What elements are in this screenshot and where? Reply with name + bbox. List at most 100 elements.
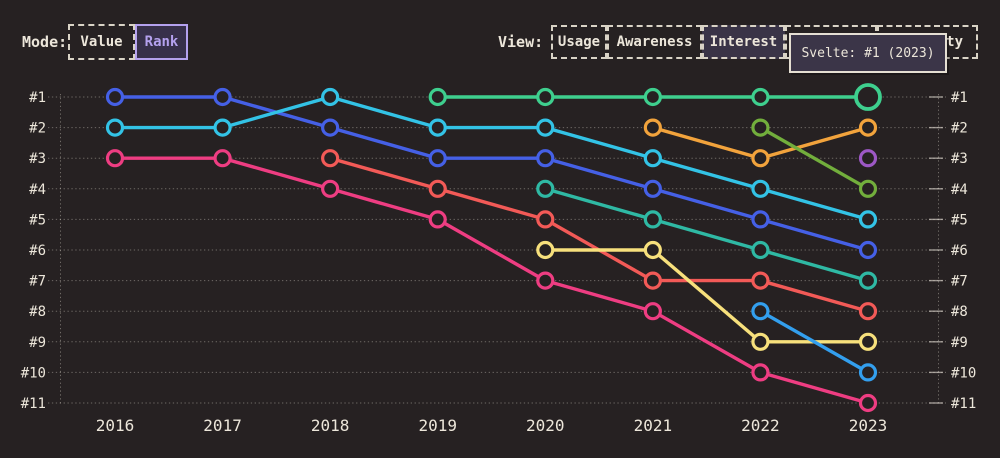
- rank-label-right-#10: #10: [951, 365, 976, 381]
- series-line-blue-series[interactable]: [113, 95, 870, 252]
- rank-label-right-#4: #4: [951, 182, 968, 198]
- grid: #1 #1 #2 #2 #3 #3 #4 #4 #5 #5 #6 #6 #7 #7 #8 #8 #9 #9 #10 #…: [21, 90, 977, 435]
- series-line-teal-series[interactable]: [543, 187, 870, 283]
- data-point-yellow-series-2020[interactable]: [536, 240, 555, 260]
- data-point-magenta-series-2022[interactable]: [751, 363, 770, 382]
- view-button-awareness[interactable]: Awareness: [607, 25, 702, 59]
- data-point-magenta-series-2020[interactable]: [536, 271, 555, 290]
- rank-label-right-#9: #9: [951, 335, 968, 351]
- view-button-interest[interactable]: Interest: [702, 25, 785, 59]
- mode-button-value[interactable]: Value: [68, 24, 135, 60]
- data-point-Svelte-2020[interactable]: [536, 87, 555, 107]
- data-point-orange-series-2023[interactable]: [858, 118, 878, 137]
- rank-label-left-#1: #1: [29, 90, 46, 106]
- rank-label-right-#6: #6: [951, 243, 968, 259]
- year-label-2021: 2021: [634, 416, 673, 435]
- series-line-magenta-series[interactable]: [113, 156, 870, 405]
- rank-label-right-#8: #8: [951, 304, 968, 320]
- series-line-red-series[interactable]: [328, 156, 870, 313]
- data-point-magenta-series-2023[interactable]: [858, 393, 878, 413]
- chart-tooltip: Svelte: #1 (2023): [789, 33, 947, 73]
- data-point-Svelte-2021[interactable]: [643, 87, 662, 107]
- rank-label-right-#7: #7: [951, 274, 968, 290]
- view-button-usage[interactable]: Usage: [551, 25, 607, 59]
- data-point-red-series-2022[interactable]: [751, 271, 770, 290]
- rank-label-left-#6: #6: [29, 243, 46, 259]
- data-point-cyan-series-2022[interactable]: [751, 179, 770, 198]
- data-point-yellow-series-2022[interactable]: [751, 332, 770, 351]
- year-label-2016: 2016: [96, 416, 135, 435]
- data-point-blue-series-2023[interactable]: [858, 240, 878, 260]
- series-lines: [113, 95, 870, 405]
- rank-label-right-#5: #5: [951, 212, 968, 228]
- data-point-red-series-2018[interactable]: [321, 149, 340, 168]
- rank-label-right-#1: #1: [951, 90, 968, 106]
- data-point-Svelte-2019[interactable]: [428, 87, 447, 107]
- series-line-sky-blue-series[interactable]: [758, 309, 870, 375]
- data-point-orange-series-2022[interactable]: [751, 149, 770, 168]
- data-point-cyan-series-2021[interactable]: [643, 149, 662, 168]
- rank-label-right-#2: #2: [951, 121, 968, 137]
- data-point-cyan-series-2016[interactable]: [105, 118, 125, 137]
- mode-button-rank[interactable]: Rank: [135, 24, 188, 60]
- data-point-cyan-series-2023[interactable]: [858, 210, 878, 229]
- year-label-2019: 2019: [418, 416, 457, 435]
- rank-bump-chart: #1 #1 #2 #2 #3 #3 #4 #4 #5 #5 #6 #6 #7 #7 #8 #8 #9 #9 #10 #…: [21, 83, 977, 435]
- rank-label-left-#8: #8: [29, 304, 46, 320]
- data-point-orange-series-2021[interactable]: [643, 118, 662, 137]
- rank-label-right-#3: #3: [951, 151, 968, 167]
- data-point-magenta-series-2016[interactable]: [105, 149, 125, 168]
- data-point-cyan-series-2017[interactable]: [213, 118, 232, 137]
- data-point-cyan-series-2019[interactable]: [428, 118, 447, 137]
- rank-label-left-#5: #5: [29, 212, 46, 228]
- data-point-red-series-2021[interactable]: [643, 271, 662, 290]
- chart-tooltip-text: Svelte: #1 (2023): [801, 45, 935, 61]
- data-point-blue-series-2018[interactable]: [321, 118, 340, 137]
- rank-label-left-#7: #7: [29, 274, 46, 290]
- rank-label-left-#4: #4: [29, 182, 46, 198]
- data-point-magenta-series-2018[interactable]: [321, 179, 340, 198]
- data-point-cyan-series-2018[interactable]: [321, 87, 340, 107]
- data-point-teal-series-2023[interactable]: [858, 271, 878, 290]
- data-point-yellow-series-2021[interactable]: [643, 240, 662, 260]
- data-point-magenta-series-2021[interactable]: [643, 302, 662, 321]
- data-point-teal-series-2022[interactable]: [751, 240, 770, 260]
- year-label-2017: 2017: [203, 416, 242, 435]
- rank-label-left-#3: #3: [29, 151, 46, 167]
- series-points: [105, 83, 882, 413]
- rank-label-left-#2: #2: [29, 121, 46, 137]
- data-point-blue-series-2016[interactable]: [105, 87, 125, 107]
- mode-label: Mode:: [22, 33, 68, 51]
- data-point-red-series-2019[interactable]: [428, 179, 447, 198]
- data-point-blue-series-2020[interactable]: [536, 149, 555, 168]
- series-line-cyan-series[interactable]: [113, 95, 870, 222]
- data-point-red-series-2023[interactable]: [858, 302, 878, 321]
- data-point-Svelte-2022[interactable]: [751, 87, 770, 107]
- data-point-teal-series-2021[interactable]: [643, 210, 662, 229]
- year-label-2023: 2023: [849, 416, 888, 435]
- year-label-2022: 2022: [741, 416, 780, 435]
- data-point-sky-blue-series-2022[interactable]: [751, 302, 770, 321]
- data-point-magenta-series-2017[interactable]: [213, 149, 232, 168]
- rank-label-right-#11: #11: [951, 396, 976, 412]
- rank-label-left-#9: #9: [29, 335, 46, 351]
- rank-label-left-#11: #11: [21, 396, 46, 412]
- data-point-blue-series-2019[interactable]: [428, 149, 447, 168]
- data-point-lime-series-2022[interactable]: [751, 118, 770, 137]
- year-label-2020: 2020: [526, 416, 565, 435]
- rank-label-left-#10: #10: [21, 365, 46, 381]
- data-point-blue-series-2021[interactable]: [643, 179, 662, 198]
- data-point-lime-series-2023[interactable]: [858, 179, 878, 198]
- data-point-blue-series-2022[interactable]: [751, 210, 770, 229]
- series-line-lime-series[interactable]: [758, 125, 870, 191]
- data-point-purple-series-2023[interactable]: [858, 149, 878, 168]
- data-point-sky-blue-series-2023[interactable]: [858, 363, 878, 382]
- data-point-magenta-series-2019[interactable]: [428, 210, 447, 229]
- data-point-blue-series-2017[interactable]: [213, 87, 232, 107]
- data-point-yellow-series-2023[interactable]: [858, 332, 878, 351]
- data-point-red-series-2020[interactable]: [536, 210, 555, 229]
- data-point-cyan-series-2020[interactable]: [536, 118, 555, 137]
- data-point-teal-series-2020[interactable]: [536, 179, 555, 198]
- data-point-Svelte-2023-highlighted[interactable]: [854, 83, 882, 111]
